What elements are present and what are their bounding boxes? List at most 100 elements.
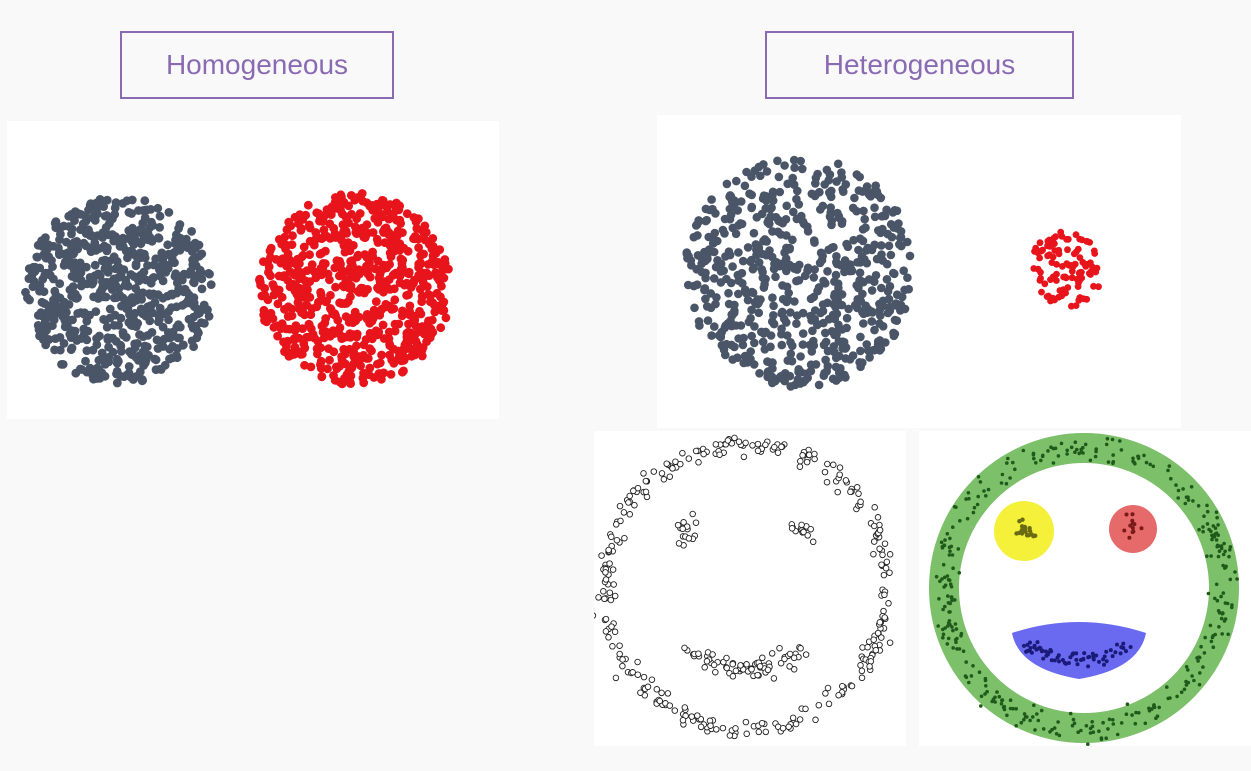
slate-point [731, 229, 741, 239]
slate-point [705, 205, 714, 215]
eye-cluster-point [1022, 527, 1028, 532]
ring-cluster-point [1086, 742, 1090, 746]
slate-point [719, 266, 728, 275]
slate-point [749, 228, 759, 238]
slate-point [119, 265, 129, 275]
slate-point [743, 243, 753, 252]
ring-cluster-point [1228, 548, 1232, 552]
red-point [388, 344, 398, 354]
slate-point [747, 202, 757, 212]
ring-point [600, 588, 607, 595]
ring-cluster-point [1202, 651, 1207, 655]
red-point [317, 321, 327, 331]
slate-point [754, 308, 764, 318]
red-point [325, 234, 335, 243]
ring-cluster-point [1228, 577, 1233, 582]
ring-cluster-point [1192, 678, 1196, 683]
red-point [305, 292, 315, 302]
ring-cluster-point [986, 487, 991, 492]
ring-point [640, 673, 648, 681]
ring-point [740, 453, 748, 461]
mouth-cluster-point [1074, 651, 1079, 656]
slate-point [792, 276, 801, 286]
red-point [1076, 235, 1084, 243]
slate-point [102, 258, 111, 268]
slate-point [204, 269, 214, 278]
red-point [1083, 238, 1091, 245]
ring-cluster-point [999, 702, 1004, 706]
red-point [414, 243, 423, 252]
slate-point [724, 288, 733, 298]
red-point [336, 190, 346, 200]
slate-point [875, 299, 884, 309]
red-point [301, 210, 311, 220]
ring-cluster-point [1052, 726, 1057, 730]
red-point [389, 269, 399, 279]
slate-point [119, 330, 128, 340]
slate-point [856, 332, 865, 342]
ring-cluster-point [979, 694, 984, 699]
ring-point [881, 591, 888, 599]
ring-cluster-point [947, 619, 952, 623]
ring-point [609, 566, 617, 573]
ring-point [870, 636, 877, 643]
red-point [420, 235, 430, 245]
smiley-raw-scatter [594, 434, 894, 740]
ring-cluster-point [1014, 707, 1018, 711]
ring-cluster-point [976, 475, 981, 479]
red-point [1041, 280, 1049, 288]
slate-point [67, 343, 77, 353]
ring-cluster-point [1106, 727, 1110, 731]
slate-point [828, 374, 838, 384]
slate-point [833, 159, 843, 169]
slate-point [831, 353, 841, 363]
ring-cluster-point [1115, 732, 1120, 737]
ring-cluster-point [1034, 461, 1038, 465]
slate-point [71, 289, 80, 299]
ring-cluster-point [953, 622, 958, 626]
ring-cluster-point [1223, 549, 1227, 554]
red-point [420, 323, 430, 333]
ring-cluster-point [1215, 598, 1220, 603]
ring-cluster-point [950, 625, 954, 629]
mouth-point [790, 654, 798, 662]
mouth-point [802, 651, 810, 658]
red-point [410, 330, 420, 339]
red-point [1061, 273, 1069, 281]
ring-point [658, 689, 665, 697]
red-point [281, 244, 290, 254]
mouth-cluster-point [1102, 662, 1106, 667]
slate-point [769, 301, 778, 311]
slate-point [112, 378, 122, 388]
ring-point [847, 488, 854, 496]
slate-point [764, 215, 774, 225]
slate-point [827, 220, 836, 230]
slate-point [722, 179, 732, 189]
slate-point [706, 303, 716, 313]
slate-point [768, 293, 777, 302]
ring-cluster-point [1088, 458, 1093, 463]
slate-point [704, 245, 714, 254]
mouth-cluster-point [1101, 657, 1106, 662]
mouth-cluster-point [1032, 645, 1037, 649]
slate-point [858, 236, 868, 246]
red-point [291, 321, 301, 330]
slate-point [832, 177, 841, 186]
mouth-cluster-point [1108, 648, 1113, 653]
slate-point [844, 304, 853, 314]
red-point [380, 224, 390, 234]
red-point [346, 315, 356, 324]
slate-point [124, 362, 134, 371]
slate-point [140, 196, 150, 206]
ring-cluster-point [1205, 509, 1210, 514]
ring-cluster-point [1155, 714, 1160, 718]
slate-point [175, 220, 185, 229]
ring-point [754, 447, 762, 455]
red-point [441, 313, 451, 323]
slate-point [726, 278, 736, 288]
mouth-cluster-point [1068, 655, 1073, 660]
eye-cluster-point [1019, 530, 1024, 535]
slate-point [789, 207, 798, 217]
slate-point [732, 176, 741, 186]
slate-point [116, 347, 126, 356]
